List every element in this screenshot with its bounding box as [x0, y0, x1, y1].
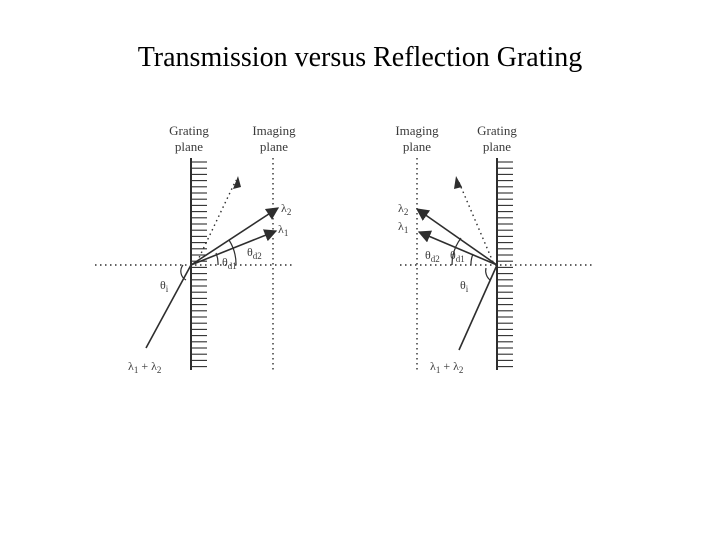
reflection-imaging-plane-label-1: Imaging — [395, 123, 439, 138]
transmission-grating-plane-label-1: Grating — [169, 123, 209, 138]
reflection-theta-i-arc — [485, 267, 491, 281]
reflection-incident-ray — [458, 264, 498, 351]
reflection-zero-order-arrow-icon — [454, 176, 462, 189]
reflection-grating-plane-label-2: plane — [483, 139, 511, 154]
reflection-theta-d1-label: θd1 — [450, 248, 465, 264]
reflection-incident-label: λ1 + λ2 — [430, 359, 463, 375]
transmission-theta-d2-arc — [228, 239, 237, 266]
reflection-theta-d1-arc — [470, 253, 474, 266]
transmission-zero-order-arrow-icon — [233, 176, 241, 189]
transmission-grating-plane-label-2: plane — [175, 139, 203, 154]
transmission-theta-d2-label: θd2 — [247, 245, 262, 261]
transmission-zero-order-ray — [196, 179, 237, 263]
slide-title: Transmission versus Reflection Grating — [137, 42, 583, 73]
transmission-theta-d1-label: θd1 — [222, 255, 237, 271]
reflection-imaging-plane-label-2: plane — [403, 139, 431, 154]
transmission-lambda1-label: λ1 — [278, 222, 288, 238]
transmission-theta-i-arc — [180, 264, 187, 281]
transmission-lambda2-ray — [190, 207, 280, 266]
reflection-grating-plane-label-1: Grating — [477, 123, 517, 138]
transmission-incident-ray — [145, 264, 192, 349]
reflection-lambda1-label: λ1 — [398, 219, 408, 235]
transmission-theta-d1-arc — [215, 252, 219, 266]
reflection-theta-d2-arc — [451, 237, 462, 266]
transmission-incident-label: λ1 + λ2 — [128, 359, 161, 375]
transmission-grating-figure: Grating plane Imaging plane λ2 λ1 θi θd1… — [95, 123, 296, 375]
reflection-theta-i-label: θi — [460, 278, 469, 294]
reflection-lambda2-label: λ2 — [398, 201, 408, 217]
transmission-grating-rulings — [192, 161, 207, 368]
reflection-grating-rulings — [498, 161, 513, 368]
transmission-imaging-plane-label-2: plane — [260, 139, 288, 154]
transmission-imaging-plane-label-1: Imaging — [252, 123, 296, 138]
transmission-lambda2-label: λ2 — [281, 201, 291, 217]
reflection-lambda2-ray — [415, 208, 498, 266]
reflection-lambda1-ray — [417, 230, 498, 266]
reflection-theta-d2-label: θd2 — [425, 248, 440, 264]
transmission-theta-i-label: θi — [160, 278, 169, 294]
reflection-grating-figure: Imaging plane Grating plane λ2 λ1 θd2 θd… — [395, 123, 595, 375]
